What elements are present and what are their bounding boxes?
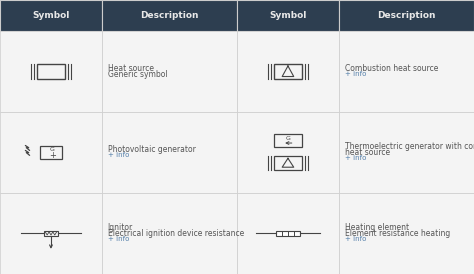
Text: Electrical ignition device resistance: Electrical ignition device resistance — [108, 229, 244, 238]
Bar — [237, 31, 339, 112]
Bar — [37, 64, 64, 79]
Text: Ignitor: Ignitor — [108, 223, 133, 232]
Bar — [339, 0, 474, 31]
Text: Element resistance heating: Element resistance heating — [345, 229, 450, 238]
Text: Photovoltaic generator: Photovoltaic generator — [108, 145, 195, 154]
Text: Description: Description — [377, 11, 436, 20]
Bar — [237, 0, 339, 31]
Bar — [39, 146, 63, 159]
Text: Symbol: Symbol — [269, 11, 307, 20]
Bar — [237, 193, 339, 274]
Bar — [102, 193, 237, 274]
Text: Heat source: Heat source — [108, 64, 154, 73]
Bar — [102, 112, 237, 193]
Bar — [0, 31, 102, 112]
Text: G: G — [285, 136, 291, 141]
Bar — [274, 134, 301, 147]
Bar — [102, 0, 237, 31]
Text: Symbol: Symbol — [32, 11, 70, 20]
Text: + info: + info — [108, 152, 129, 158]
Bar — [276, 231, 301, 236]
Text: Heating element: Heating element — [345, 223, 409, 232]
Text: Combustion heat source: Combustion heat source — [345, 64, 438, 73]
Bar — [339, 112, 474, 193]
Bar — [237, 112, 339, 193]
Text: Description: Description — [140, 11, 199, 20]
Bar — [0, 0, 102, 31]
Text: + info: + info — [108, 236, 129, 242]
Text: +: + — [49, 151, 56, 159]
Bar — [0, 112, 102, 193]
Bar — [339, 193, 474, 274]
Bar — [0, 193, 102, 274]
Bar — [274, 64, 301, 79]
Text: + info: + info — [345, 71, 366, 77]
Bar — [274, 156, 301, 170]
Text: Generic symbol: Generic symbol — [108, 70, 167, 79]
Text: heat source: heat source — [345, 148, 390, 157]
Bar — [339, 31, 474, 112]
Text: Thermoelectric generator with combustion: Thermoelectric generator with combustion — [345, 142, 474, 151]
Text: + info: + info — [345, 236, 366, 242]
Bar — [45, 231, 58, 236]
Text: + info: + info — [345, 155, 366, 161]
Text: G: G — [50, 147, 55, 152]
Bar — [102, 31, 237, 112]
